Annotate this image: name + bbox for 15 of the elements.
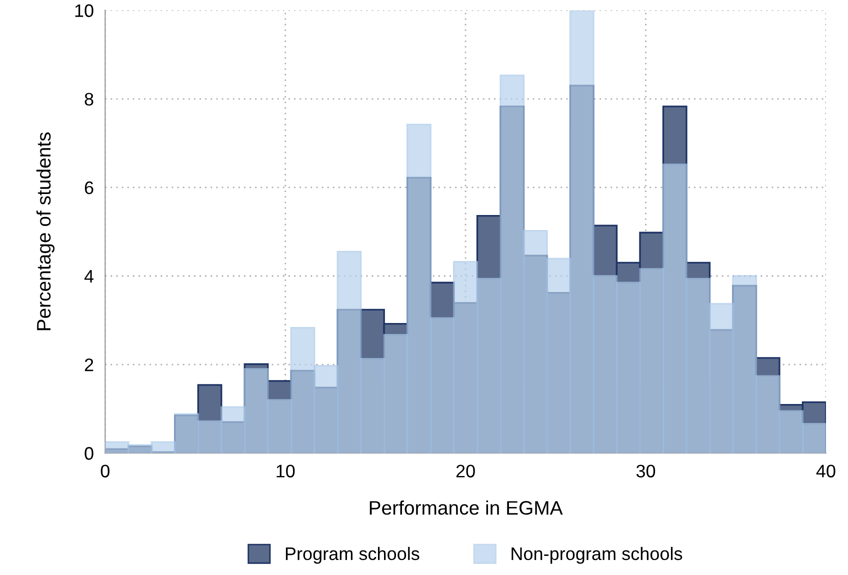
y-tick-label: 2 <box>84 358 94 372</box>
y-tick-label: 4 <box>84 270 94 283</box>
x-tick-label: 30 <box>636 464 656 478</box>
x-tick-label: 10 <box>276 464 295 478</box>
legend-label: Program schools <box>286 546 420 564</box>
y-tick-label: 8 <box>84 92 94 106</box>
y-tick-label: 0 <box>84 447 94 460</box>
legend-label: Non-program schools <box>512 546 682 564</box>
x-axis-title: Performance in EGMA <box>370 500 563 515</box>
x-tick-label: 0 <box>100 464 110 478</box>
y-tick-label: 6 <box>84 181 94 194</box>
x-tick-label: 40 <box>816 464 836 478</box>
x-tick-label: 20 <box>456 464 475 478</box>
y-axis-title: Percentage of students <box>36 132 55 330</box>
y-tick-label: 10 <box>75 4 94 18</box>
